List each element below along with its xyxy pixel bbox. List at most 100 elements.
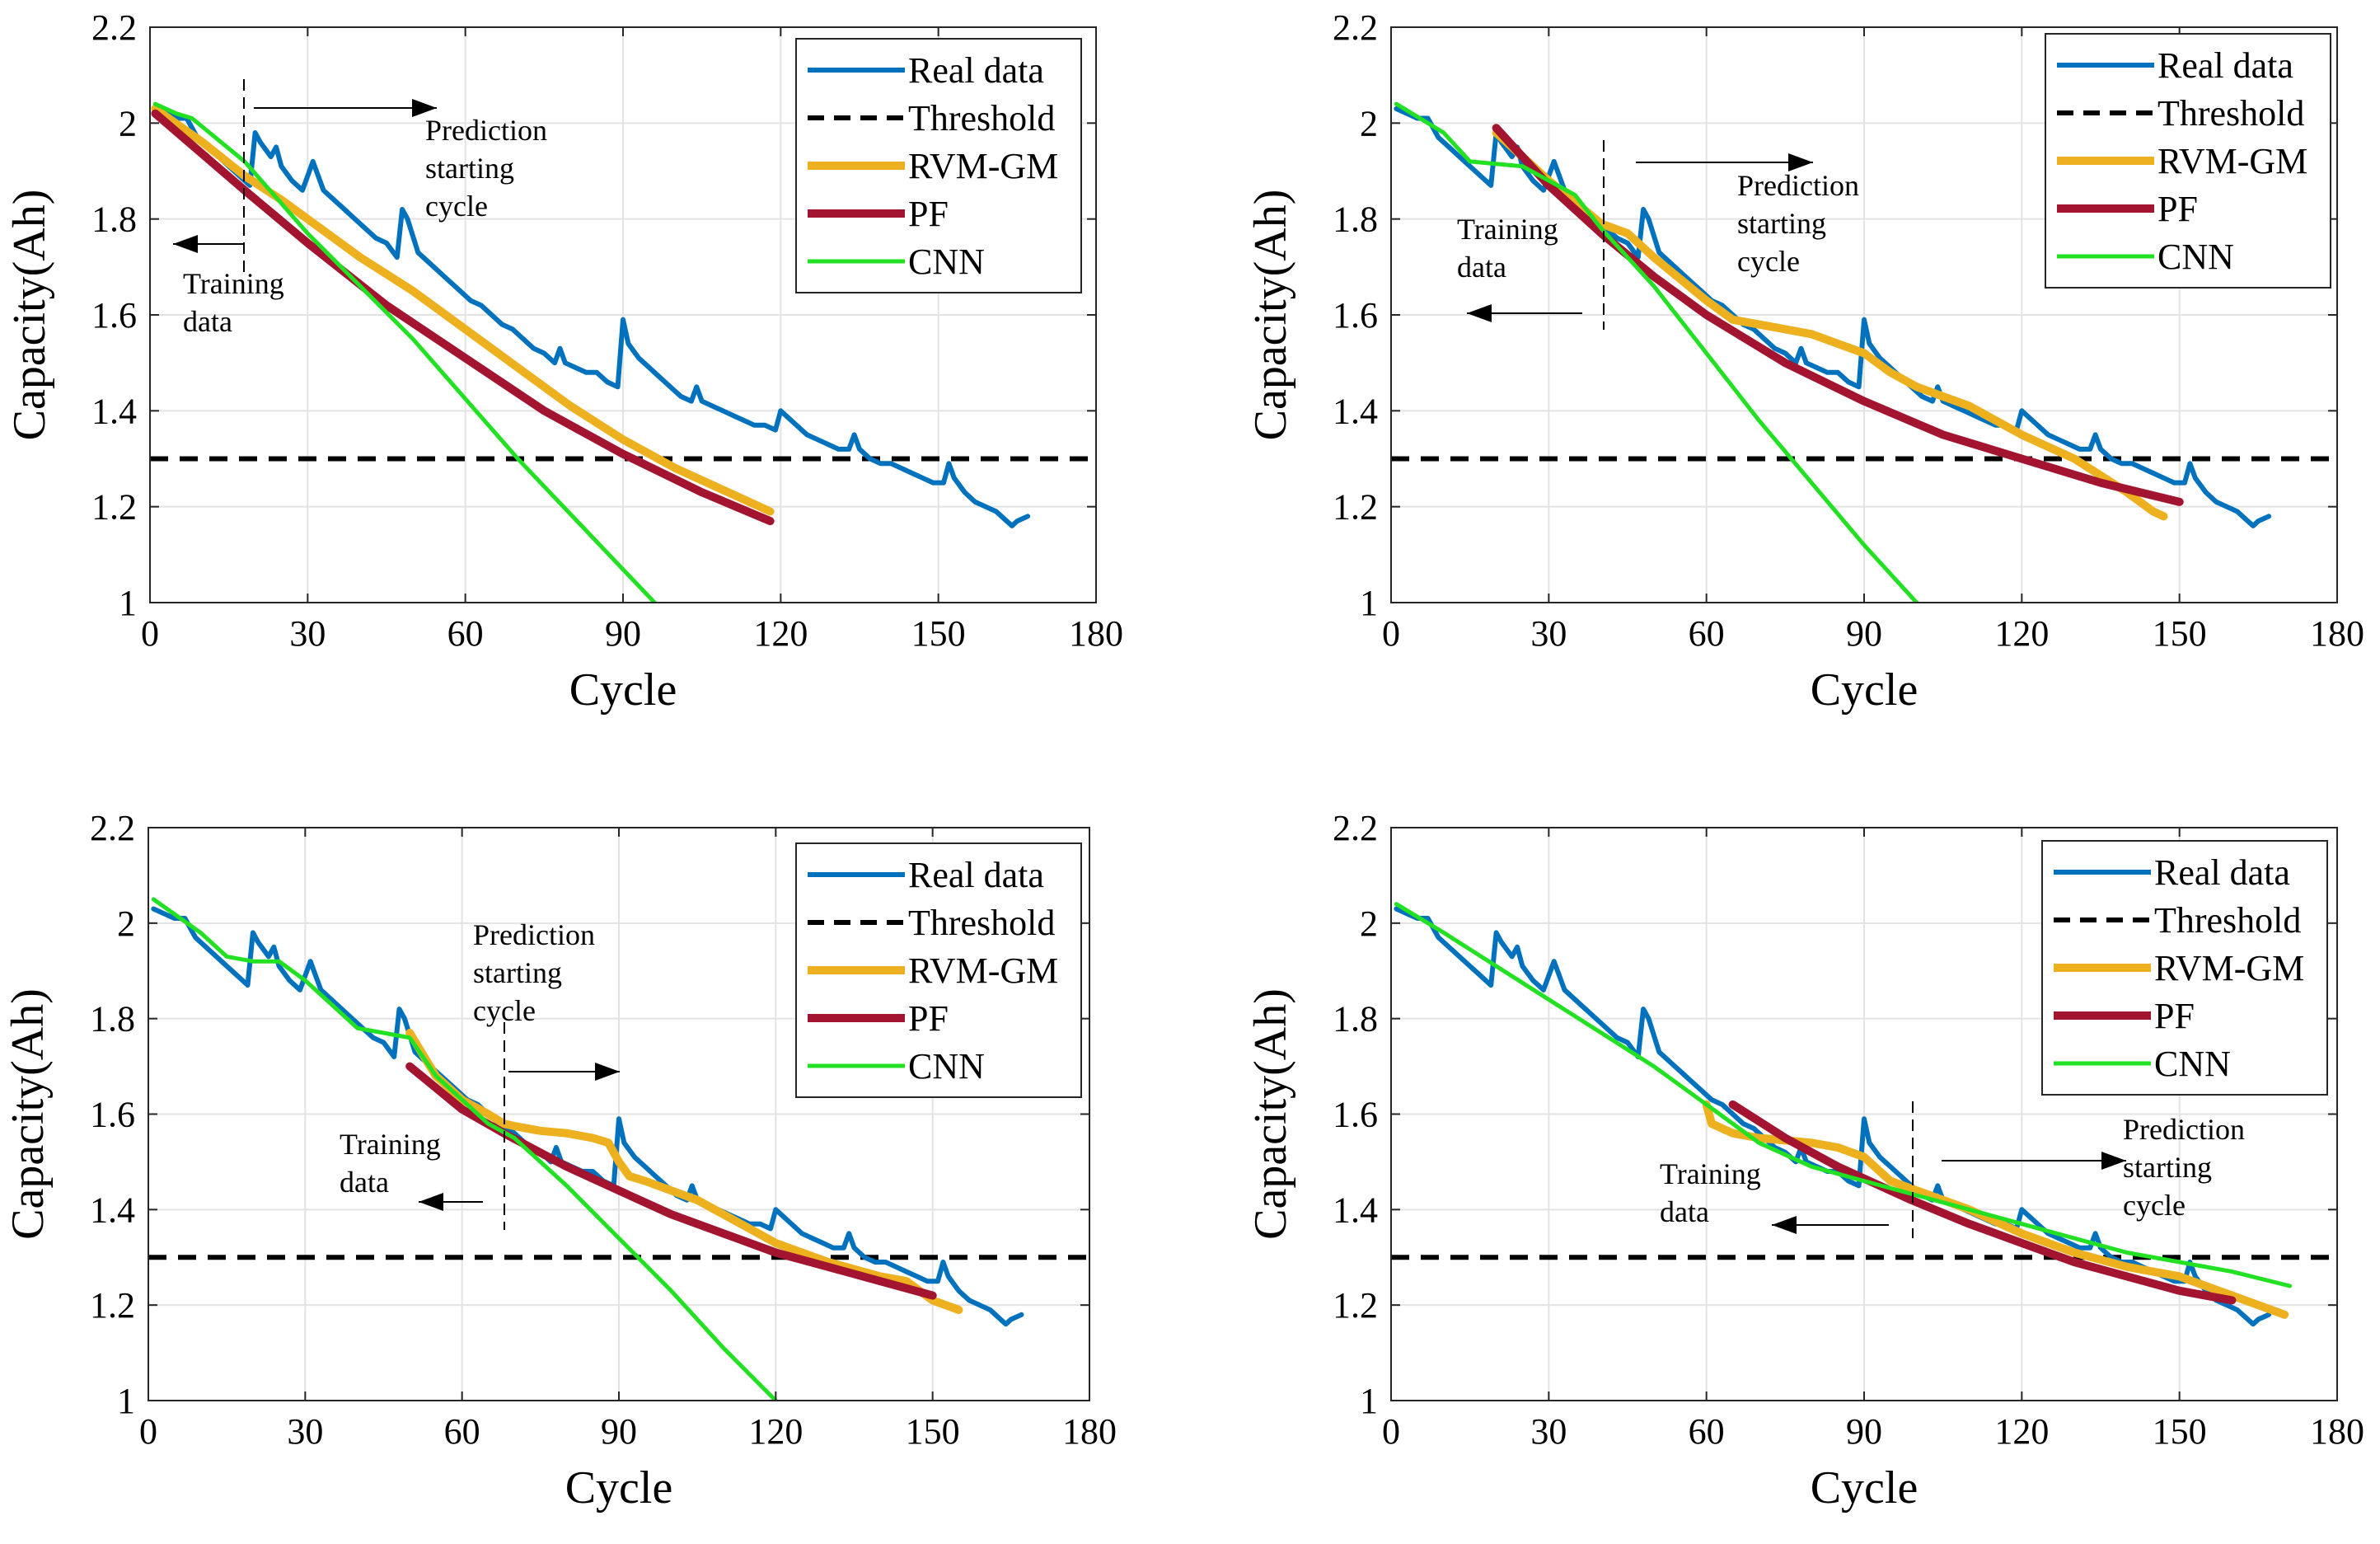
- legend-label: PF: [2157, 189, 2198, 229]
- legend-label: PF: [2154, 996, 2195, 1036]
- x-tick-label: 90: [605, 613, 641, 654]
- x-tick-label: 150: [906, 1411, 960, 1452]
- y-tick-label: 1.8: [91, 199, 137, 240]
- prediction-starting-label: Prediction: [1737, 169, 1859, 202]
- annotations: Training data Prediction starting cycle: [340, 918, 620, 1230]
- y-tick-label: 2: [119, 103, 137, 143]
- legend-label: Real data: [908, 855, 1044, 895]
- legend-label: RVM-GM: [908, 146, 1058, 186]
- series-pf: [151, 109, 775, 526]
- y-tick-label: 1.8: [90, 999, 135, 1040]
- series-group: [1394, 902, 2293, 1327]
- prediction-arrow-head: [412, 99, 437, 117]
- legend-label: CNN: [908, 242, 985, 282]
- series-real-data: [152, 106, 1031, 528]
- training-data-label: data: [340, 1166, 389, 1199]
- legend-label: PF: [908, 998, 949, 1039]
- training-arrow-head: [1772, 1216, 1797, 1234]
- prediction-arrow-head: [595, 1063, 620, 1081]
- legend-label: Threshold: [908, 903, 1055, 943]
- series-rvm-gm: [405, 1029, 963, 1314]
- y-axis-label: Capacity(Ah): [1245, 988, 1296, 1240]
- series-real-data: [1394, 106, 2272, 528]
- x-tick-label: 150: [2153, 1411, 2207, 1452]
- y-tick-label: 2: [1360, 103, 1378, 143]
- x-axis-label: Cycle: [1811, 664, 1919, 716]
- series-cnn: [152, 101, 657, 603]
- x-tick-label: 90: [1846, 613, 1882, 654]
- series-pf: [1728, 1100, 2237, 1305]
- series-cnn: [1394, 902, 2293, 1288]
- training-data-label: data: [1660, 1195, 1709, 1228]
- x-tick-label: 120: [748, 1411, 803, 1452]
- prediction-starting-label: Prediction: [473, 918, 595, 951]
- x-tick-label: 30: [1530, 613, 1567, 654]
- x-tick-label: 0: [1382, 1411, 1400, 1452]
- y-tick-label: 1.8: [1333, 199, 1378, 240]
- training-data-label: data: [183, 305, 232, 338]
- y-tick-label: 2: [1360, 903, 1378, 944]
- y-tick-label: 1.6: [1333, 1095, 1378, 1135]
- chart-panel-3: 0 30 60 90 120 150 180 1 1.2 1.4 1.6 1.8 2 2.2 Cycle Ca…: [2, 808, 1117, 1513]
- y-tick-label: 1.6: [1333, 295, 1378, 336]
- y-tick-label: 2.2: [90, 808, 135, 848]
- y-tick-label: 1: [119, 583, 137, 623]
- legend-label: Threshold: [2157, 93, 2304, 134]
- legend-label: Threshold: [908, 98, 1055, 138]
- prediction-starting-label: Prediction: [425, 114, 547, 147]
- y-tick-label: 1.6: [90, 1095, 135, 1135]
- prediction-arrow-head: [2101, 1152, 2126, 1170]
- x-tick-label: 30: [289, 613, 326, 654]
- x-tick-label: 60: [1689, 613, 1725, 654]
- y-tick-label: 2.2: [91, 7, 137, 48]
- legend-label: Real data: [2157, 45, 2293, 86]
- x-tick-label: 150: [2153, 613, 2207, 654]
- x-tick-label: 30: [287, 1411, 323, 1452]
- series-group: [1394, 101, 2272, 603]
- annotations: Training data Prediction starting cycle: [1660, 1101, 2245, 1238]
- x-tick-label: 90: [601, 1411, 637, 1452]
- y-tick-label: 1.4: [91, 391, 137, 431]
- x-tick-label: 60: [1689, 1411, 1725, 1452]
- annotations: Training data Prediction starting cycle: [173, 79, 547, 338]
- x-tick-label: 120: [753, 613, 808, 654]
- legend-label: RVM-GM: [2154, 948, 2304, 988]
- legend: Real data Threshold RVM-GM PF CNN: [2041, 840, 2328, 1096]
- legend-label: PF: [908, 194, 949, 234]
- legend: Real data Threshold RVM-GM PF CNN: [795, 842, 1082, 1098]
- series-rvm-gm: [151, 104, 775, 516]
- y-tick-label: 1: [1360, 583, 1378, 623]
- prediction-starting-label: cycle: [2123, 1189, 2186, 1222]
- series-group: [151, 101, 1031, 603]
- legend-label: RVM-GM: [2157, 141, 2307, 181]
- y-tick-label: 1.4: [90, 1190, 135, 1230]
- series-cnn: [151, 897, 778, 1401]
- x-axis-label: Cycle: [1811, 1462, 1919, 1513]
- series-real-data: [151, 906, 1024, 1327]
- y-tick-label: 1.2: [1333, 487, 1378, 528]
- x-axis-label: Cycle: [569, 664, 677, 716]
- y-tick-label: 1.4: [1333, 391, 1378, 431]
- chart-panel-1: 0 30 60 90 120 150 180 1 1.2 1.4 1.6 1.8 2 2.2 Cycle Ca…: [4, 7, 1123, 716]
- y-tick-label: 1: [117, 1381, 135, 1421]
- legend: Real data Threshold RVM-GM PF CNN: [795, 38, 1082, 293]
- series-group: [151, 897, 1024, 1401]
- series-real-data: [1394, 906, 2272, 1327]
- training-arrow-head: [1467, 304, 1492, 322]
- prediction-starting-label: Prediction: [2123, 1113, 2245, 1146]
- y-axis-label: Capacity(Ah): [2, 988, 54, 1240]
- y-tick-label: 1.8: [1333, 999, 1378, 1040]
- x-tick-label: 60: [447, 613, 484, 654]
- legend-label: CNN: [2154, 1044, 2231, 1084]
- x-tick-label: 120: [1994, 1411, 2049, 1452]
- chart-panel-4: 0 30 60 90 120 150 180 1 1.2 1.4 1.6 1.8 2 2.2 Cycle Ca…: [1245, 808, 2364, 1513]
- x-tick-label: 180: [2310, 613, 2364, 654]
- x-tick-label: 180: [2310, 1411, 2364, 1452]
- y-tick-label: 2.2: [1333, 7, 1378, 48]
- training-data-label: data: [1457, 251, 1506, 284]
- series-pf: [1492, 124, 2184, 506]
- y-tick-label: 1.6: [91, 295, 137, 336]
- prediction-starting-label: cycle: [425, 190, 488, 223]
- series-rvm-gm: [1702, 1100, 2289, 1319]
- training-data-label: Training: [1660, 1157, 1761, 1190]
